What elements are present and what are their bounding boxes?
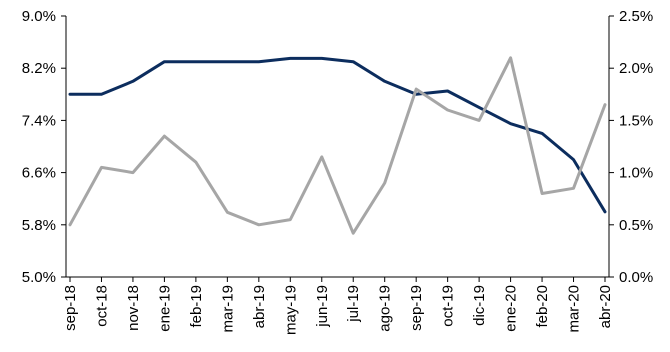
x-tick-label: ago-19	[377, 285, 394, 332]
x-tick-label: ene-19	[156, 285, 173, 332]
x-tick-label: dic-19	[471, 285, 488, 326]
y-tick-right-label: 1.5%	[619, 112, 653, 129]
x-tick-label: jun-19	[314, 285, 331, 328]
x-tick-label: oct-18	[93, 285, 110, 327]
x-tick-label: jul-19	[345, 285, 362, 323]
x-tick-label: oct-19	[440, 285, 457, 327]
x-tick-label: nov-18	[125, 285, 142, 331]
y-tick-left-label: 5.0%	[22, 269, 56, 286]
x-tick-label: mar-20	[566, 285, 583, 333]
y-tick-right-label: 2.5%	[619, 8, 653, 25]
x-tick-label: feb-19	[188, 285, 205, 328]
x-tick-label: abr-20	[597, 285, 614, 328]
y-tick-left-label: 9.0%	[22, 8, 56, 25]
series-layer	[68, 56, 607, 235]
y-tick-right-label: 2.0%	[619, 60, 653, 77]
x-tick-label: ene-20	[503, 285, 520, 332]
series-line-right	[68, 56, 607, 235]
y-tick-left-label: 8.2%	[22, 60, 56, 77]
labels-layer: 5.0% 5.8% 6.6% 7.4% 8.2% 9.0% 0.0% 0.5% 1.0% 1.5%…	[22, 8, 653, 335]
y-tick-left-label: 6.6%	[22, 165, 56, 182]
y-tick-right-label: 0.0%	[619, 269, 653, 286]
x-tick-label: may-19	[282, 285, 299, 335]
x-tick-label: sep-18	[62, 285, 79, 331]
series-line-left	[68, 56, 607, 214]
x-tick-label: sep-19	[408, 285, 425, 331]
x-tick-label: mar-19	[219, 285, 236, 333]
y-tick-left-label: 7.4%	[22, 112, 56, 129]
axes-layer	[61, 15, 614, 282]
y-tick-left-label: 5.8%	[22, 217, 56, 234]
x-tick-label: feb-20	[534, 285, 551, 328]
y-tick-right-label: 0.5%	[619, 217, 653, 234]
y-tick-right-label: 1.0%	[619, 165, 653, 182]
x-tick-label: abr-19	[251, 285, 268, 328]
